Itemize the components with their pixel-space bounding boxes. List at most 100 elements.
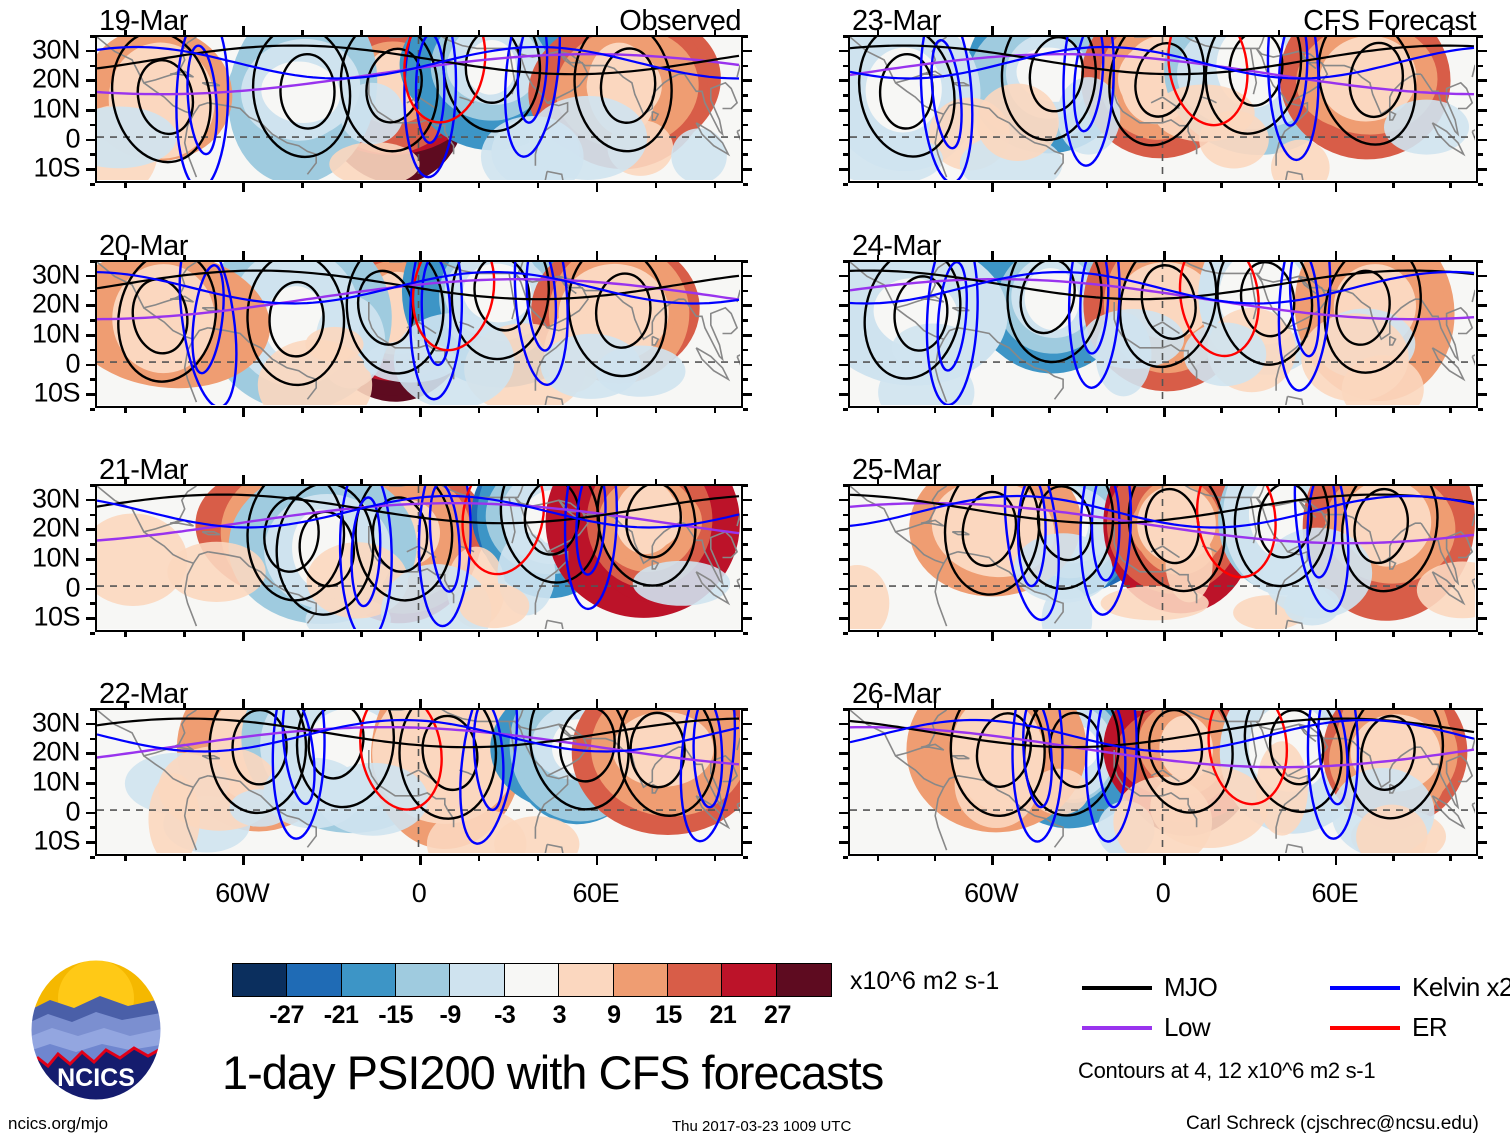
- x-tick: [477, 255, 481, 260]
- legend-line-swatch: [1330, 985, 1400, 990]
- x-tick: [301, 255, 304, 260]
- contour-note-label: Contours at 4, 12 x10^6 m2 s-1: [1078, 1058, 1376, 1083]
- legend-label: ER: [1412, 1012, 1448, 1042]
- map-axes: [848, 35, 1478, 183]
- map-field: [850, 486, 1476, 630]
- y-tick: [743, 168, 752, 171]
- y-tick: [743, 722, 752, 726]
- x-tick: [991, 183, 994, 192]
- y-tick-minor: [1478, 378, 1483, 381]
- y-tick-minor: [843, 348, 848, 352]
- colorbar-band: [504, 964, 560, 996]
- y-tick-minor: [743, 183, 748, 186]
- map-axes: [95, 35, 743, 183]
- y-tick: [839, 752, 848, 755]
- y-tick-minor: [743, 708, 748, 711]
- x-tick: [713, 408, 717, 413]
- colorbar-tick-label: -15: [378, 1001, 413, 1029]
- y-tick: [743, 841, 752, 844]
- y-tick-minor: [1478, 513, 1483, 517]
- y-tick: [839, 587, 848, 591]
- x-tick: [654, 856, 658, 861]
- x-tick: [1277, 856, 1281, 861]
- y-tick: [1478, 841, 1487, 844]
- x-tick: [419, 699, 422, 708]
- y-tick-minor: [90, 543, 95, 546]
- y-axis-tick-label: 20N: [31, 288, 81, 319]
- x-tick: [933, 703, 937, 708]
- x-tick: [1163, 699, 1166, 708]
- x-tick: [1163, 26, 1166, 35]
- y-tick: [743, 752, 752, 755]
- y-axis-tick-label: 0: [65, 123, 80, 154]
- y-tick: [839, 109, 848, 112]
- map-field: [97, 262, 741, 406]
- y-tick: [839, 558, 848, 561]
- x-tick: [360, 479, 363, 484]
- y-tick: [1478, 722, 1487, 726]
- x-tick: [1048, 183, 1051, 188]
- y-tick-minor: [1478, 572, 1483, 576]
- x-tick: [1392, 479, 1395, 484]
- y-tick-minor: [743, 737, 748, 741]
- y-tick: [839, 722, 848, 726]
- y-tick-minor: [90, 708, 95, 711]
- x-tick: [1163, 251, 1166, 260]
- y-tick: [86, 274, 95, 278]
- y-tick-minor: [843, 408, 848, 411]
- y-tick-minor: [1478, 260, 1483, 263]
- x-tick: [1220, 856, 1223, 861]
- x-tick: [595, 251, 599, 260]
- x-axis-tick-label: 0: [411, 878, 427, 908]
- x-tick: [1392, 183, 1395, 188]
- y-tick: [743, 49, 752, 53]
- y-tick: [839, 49, 848, 53]
- y-axis-tick-label: 10N: [31, 93, 81, 124]
- site-url-label: ncics.org/mjo: [8, 1114, 109, 1133]
- y-tick-minor: [1478, 602, 1483, 605]
- x-tick: [1392, 703, 1395, 708]
- x-tick: [595, 183, 599, 192]
- x-tick: [1449, 856, 1452, 861]
- y-tick: [839, 79, 848, 82]
- x-tick: [991, 475, 994, 484]
- y-tick-minor: [743, 260, 748, 263]
- y-tick-minor: [90, 260, 95, 263]
- x-tick: [1048, 856, 1051, 861]
- y-tick: [743, 138, 752, 142]
- x-tick: [654, 479, 658, 484]
- x-tick: [1105, 183, 1109, 188]
- y-tick: [743, 617, 752, 620]
- x-tick: [301, 703, 304, 708]
- x-axis-tick-label: 60E: [1311, 878, 1359, 908]
- y-tick-minor: [90, 35, 95, 38]
- y-tick-minor: [743, 513, 748, 517]
- x-tick: [242, 183, 245, 192]
- y-tick: [743, 558, 752, 561]
- y-tick-minor: [1478, 153, 1483, 156]
- x-tick: [1220, 255, 1223, 260]
- x-tick: [1048, 408, 1051, 413]
- x-tick: [876, 856, 880, 861]
- x-tick: [713, 856, 717, 861]
- x-tick: [1277, 183, 1281, 188]
- y-tick: [1478, 393, 1487, 396]
- x-tick: [1105, 703, 1109, 708]
- x-tick: [1334, 26, 1338, 35]
- x-tick: [991, 632, 994, 641]
- x-tick: [1392, 30, 1395, 35]
- y-tick-minor: [90, 737, 95, 741]
- y-tick: [86, 304, 95, 307]
- x-tick: [1449, 30, 1452, 35]
- y-tick-minor: [90, 123, 95, 127]
- y-tick-minor: [90, 378, 95, 381]
- x-tick: [242, 699, 245, 708]
- y-tick-minor: [843, 153, 848, 156]
- x-tick: [183, 30, 186, 35]
- y-tick-minor: [743, 94, 748, 97]
- y-tick: [1478, 752, 1487, 755]
- y-axis-tick-label: 20N: [31, 736, 81, 767]
- x-tick: [124, 632, 127, 637]
- y-tick-minor: [843, 378, 848, 381]
- x-tick: [1334, 408, 1338, 417]
